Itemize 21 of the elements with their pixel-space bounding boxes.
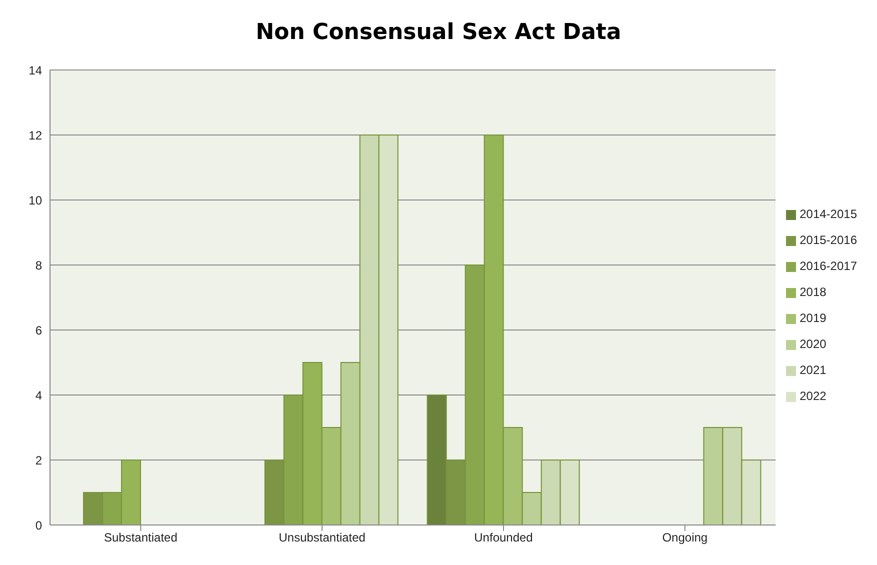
- x-tick-label: Substantiated: [104, 530, 178, 545]
- legend-label: 2022: [800, 389, 826, 403]
- y-tick-label: 10: [28, 193, 42, 208]
- legend-label: 2018: [800, 285, 826, 299]
- legend-label: 2021: [800, 363, 826, 377]
- legend-label: 2016-2017: [800, 259, 857, 273]
- x-tick-label: Ongoing: [662, 530, 708, 545]
- legend-label: 2014-2015: [800, 207, 857, 221]
- y-tick-label: 12: [28, 128, 42, 142]
- y-tick-label: 6: [35, 323, 42, 338]
- y-tick-label: 4: [35, 388, 42, 402]
- legend-label: 2015-2016: [800, 233, 857, 247]
- chart-title: Non Consensual Sex Act Data: [254, 20, 622, 45]
- y-tick-label: 14: [28, 63, 42, 78]
- x-tick-label: Unfounded: [474, 530, 533, 545]
- y-tick-label: 0: [35, 518, 42, 532]
- y-tick-label: 2: [35, 453, 42, 468]
- y-tick-label: 8: [35, 258, 42, 272]
- legend-label: 2020: [800, 337, 826, 351]
- legend-label: 2019: [800, 311, 826, 325]
- x-tick-label: Unsubstantiated: [278, 530, 366, 545]
